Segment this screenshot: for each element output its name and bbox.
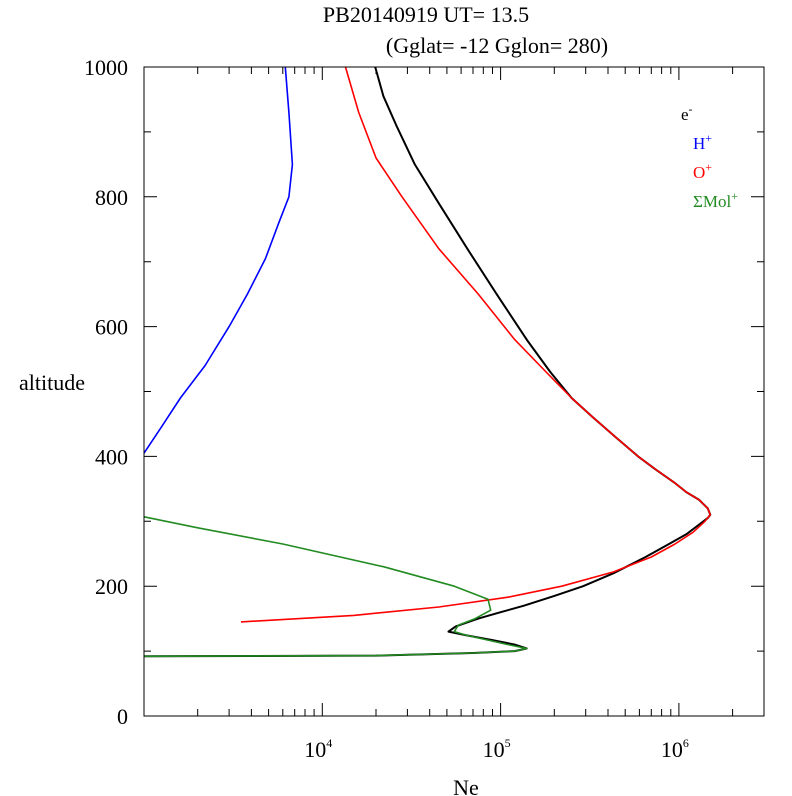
x-axis-label: Ne (453, 775, 479, 796)
y-tick-label-1: 200 (95, 574, 128, 599)
legend-entry-3: ΣMol+ (693, 189, 738, 211)
x-tick-labels: 104 105 106 (304, 736, 689, 762)
chart-title-line2: (Gglat= -12 Gglon= 280) (386, 33, 608, 58)
y-tick-label-0: 0 (117, 704, 128, 729)
series-line-1 (143, 66, 294, 454)
legend-entry-0: e- (681, 102, 693, 124)
legend: e-H+ O+ ΣMol+ (681, 102, 738, 211)
plot-frame (143, 66, 765, 717)
y-tick-label-3: 600 (95, 315, 128, 340)
series-line-3 (143, 516, 528, 658)
y-axis-label: altitude (19, 370, 85, 395)
x-tick-label-2: 106 (661, 736, 689, 762)
y-tick-label-2: 400 (95, 444, 128, 469)
chart-title-line1: PB20140919 UT= 13.5 (323, 2, 529, 27)
legend-entry-2: O+ (693, 160, 712, 182)
y-tick-label-4: 800 (95, 185, 128, 210)
y-tick-label-5: 1000 (84, 55, 128, 80)
series-layer (143, 66, 712, 658)
axis-ticks (143, 66, 765, 717)
x-tick-label-1: 105 (483, 736, 511, 762)
x-tick-label-0: 104 (304, 736, 332, 762)
y-tick-labels: 0 200 400 600 800 1000 (84, 55, 128, 729)
ticks-layer (143, 66, 765, 717)
legend-entry-1: H+ (693, 131, 712, 153)
series-line-2 (240, 66, 712, 623)
